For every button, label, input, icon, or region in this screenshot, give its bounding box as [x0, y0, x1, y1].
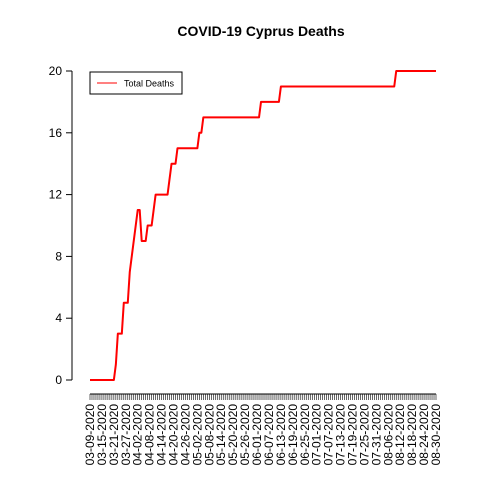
x-tick-label: 08-24-2020 — [417, 404, 431, 466]
series-layer — [90, 70, 436, 381]
x-tick-label: 08-06-2020 — [381, 404, 395, 466]
x-tick-label: 04-08-2020 — [143, 404, 157, 466]
series-line-total-deaths — [90, 70, 436, 381]
x-tick-label: 04-02-2020 — [131, 404, 145, 466]
legend-label: Total Deaths — [124, 79, 175, 89]
x-tick-label: 06-13-2020 — [274, 404, 288, 466]
y-tick-label: 20 — [49, 64, 63, 78]
x-tick-label: 05-08-2020 — [202, 404, 216, 466]
x-tick-label: 03-21-2020 — [107, 404, 121, 466]
x-tick-label: 08-12-2020 — [393, 404, 407, 466]
x-tick-label: 06-25-2020 — [298, 404, 312, 466]
legend-box — [89, 71, 183, 95]
x-axis: 03-09-202003-15-202003-21-202003-27-2020… — [83, 393, 443, 466]
chart-title: COVID-19 Cyprus Deaths — [177, 23, 344, 39]
x-tick-label: 06-19-2020 — [286, 404, 300, 466]
y-tick-label: 12 — [49, 188, 63, 202]
x-tick-label: 07-01-2020 — [310, 404, 324, 466]
y-tick-label: 4 — [55, 311, 62, 325]
x-tick-label: 03-27-2020 — [119, 404, 133, 466]
y-tick-label: 0 — [55, 373, 62, 387]
x-tick-label: 07-07-2020 — [322, 404, 336, 466]
x-tick-label: 04-14-2020 — [155, 404, 169, 466]
x-tick-label: 07-31-2020 — [369, 404, 383, 466]
x-tick-label: 08-18-2020 — [405, 404, 419, 466]
y-tick-label: 16 — [49, 126, 63, 140]
legend: Total Deaths — [89, 71, 183, 95]
y-axis: 0 4 8 12 16 20 — [49, 64, 73, 387]
x-tick-label: 08-30-2020 — [429, 404, 443, 466]
y-tick-label: 8 — [55, 249, 62, 263]
x-tick-label: 07-25-2020 — [357, 404, 371, 466]
x-tick-label: 05-14-2020 — [214, 404, 228, 466]
x-tick-label: 03-09-2020 — [83, 404, 97, 466]
x-tick-label: 03-15-2020 — [95, 404, 109, 466]
x-tick-label: 04-20-2020 — [167, 404, 181, 466]
x-tick-label: 06-01-2020 — [250, 404, 264, 466]
x-tick-label: 07-19-2020 — [345, 404, 359, 466]
x-tick-label: 05-02-2020 — [190, 404, 204, 466]
x-tick-label: 07-13-2020 — [334, 404, 348, 466]
x-tick-label: 05-26-2020 — [238, 404, 252, 466]
x-tick-label: 04-26-2020 — [178, 404, 192, 466]
x-tick-label: 06-07-2020 — [262, 404, 276, 466]
x-tick-label: 05-20-2020 — [226, 404, 240, 466]
